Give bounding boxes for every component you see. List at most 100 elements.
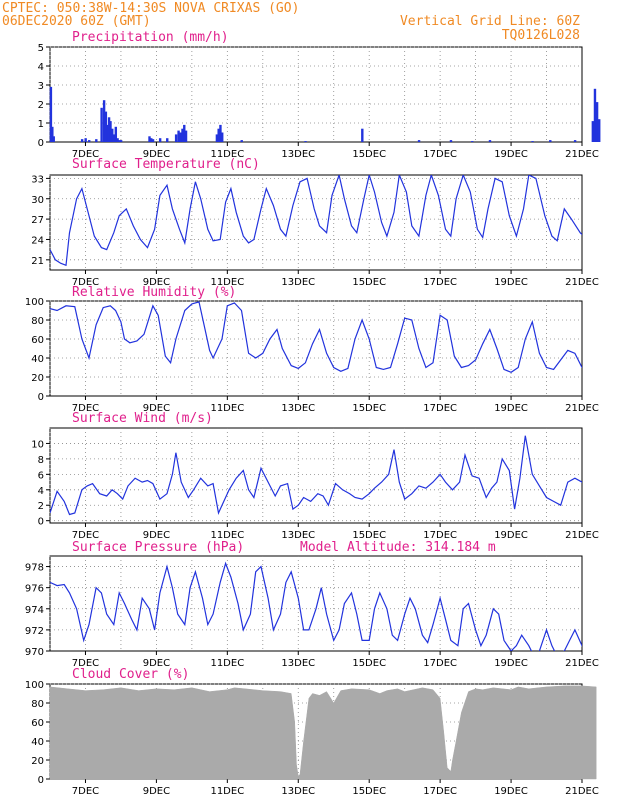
plot-temperature: 21 24 27 30 33 7DEC 9DEC 11DEC 13DEC 15DEC 17DEC 19… — [31, 174, 599, 288]
cloud-cover-xtick-label: 15DEC — [352, 786, 386, 797]
temperature-ytick-label: 27 — [31, 215, 44, 226]
plot-pressure: 970 972 974 976 978 7DEC 9DEC 11DEC 13DEC 15DEC 17… — [25, 555, 599, 669]
precipitation-bar — [114, 126, 118, 142]
humidity-ytick-label: 0 — [38, 392, 44, 403]
pressure-xtick-label: 17DEC — [423, 658, 457, 669]
precipitation-bar — [174, 134, 178, 142]
wind-ytick-label: 10 — [31, 439, 44, 450]
pressure-xtick-label: 11DEC — [210, 658, 244, 669]
precipitation-bar — [240, 140, 243, 142]
precipitation-bar — [179, 132, 182, 142]
model-altitude-label: Model Altitude: 314.184 m — [300, 540, 496, 555]
panel-humidity: Relative Humidity (%) — [72, 285, 236, 300]
wind-ytick-label: 8 — [38, 455, 44, 466]
precipitation-bar — [100, 107, 103, 142]
wind-title: Surface Wind (m/s) — [72, 411, 213, 426]
precipitation-xtick-label: 17DEC — [423, 149, 457, 160]
precipitation-ytick-label: 2 — [38, 100, 44, 111]
humidity-ytick-label: 80 — [31, 316, 44, 327]
precipitation-bar — [49, 86, 53, 142]
cloud-cover-title: Cloud Cover (%) — [72, 667, 189, 682]
precipitation-bar — [51, 126, 54, 142]
cloud-cover-xtick-label: 21DEC — [565, 786, 599, 797]
humidity-xtick-label: 11DEC — [210, 403, 244, 414]
precipitation-bar — [158, 138, 162, 142]
precipitation-bar — [488, 140, 492, 142]
precipitation-ytick-label: 5 — [38, 43, 44, 54]
plot-cloud-cover: 0 20 40 60 80 100 7DEC 9DEC 11DEC 13DEC 15DEC 17DEC… — [25, 680, 599, 797]
precipitation-bar — [549, 140, 552, 142]
precipitation-bar — [595, 102, 599, 142]
wind-xtick-label: 15DEC — [352, 530, 386, 541]
temperature-ytick-label: 33 — [31, 174, 44, 185]
precipitation-bar — [116, 138, 119, 142]
humidity-ytick-label: 20 — [31, 373, 44, 384]
cloud-cover-xtick-label: 7DEC — [72, 786, 99, 797]
humidity-ytick-label: 60 — [31, 335, 44, 346]
cloud-cover-xtick-label: 9DEC — [143, 786, 170, 797]
precipitation-title: Precipitation (mm/h) — [72, 30, 229, 45]
temperature-xtick-label: 13DEC — [281, 277, 315, 288]
humidity-xtick-label: 9DEC — [143, 403, 170, 414]
precipitation-bar — [183, 124, 186, 142]
humidity-xtick-label: 13DEC — [281, 403, 315, 414]
panel-precipitation: Precipitation (mm/h) — [72, 30, 229, 45]
humidity-xtick-label: 15DEC — [352, 403, 386, 414]
header: CPTEC: 050:38W-14:30S NOVA CRIXAS (GO) 0… — [2, 1, 580, 43]
precipitation-bar — [215, 134, 219, 142]
humidity-xtick-label: 7DEC — [72, 403, 99, 414]
precipitation-bar — [84, 138, 87, 142]
wind-xtick-label: 17DEC — [423, 530, 457, 541]
panel-temperature: Surface Temperature (nC) — [72, 157, 260, 172]
wind-xtick-label: 21DEC — [565, 530, 599, 541]
precipitation-bar — [598, 119, 601, 142]
pressure-ytick-label: 970 — [25, 647, 44, 658]
pressure-frame — [49, 555, 583, 652]
pressure-xtick-label: 13DEC — [281, 658, 315, 669]
precipitation-bar — [151, 139, 155, 142]
precipitation-ytick-label: 3 — [38, 81, 44, 92]
plot-wind: 0 2 4 6 8 10 7DEC 9DEC 11DEC 13DEC 15DEC 17DEC 19DEC… — [31, 427, 599, 541]
precipitation-bar — [80, 139, 84, 142]
precipitation-bar — [107, 117, 111, 142]
cloud-cover-ytick-label: 80 — [31, 699, 44, 710]
cloud-cover-ytick-label: 40 — [31, 737, 44, 748]
precipitation-bar — [148, 136, 151, 142]
wind-ytick-label: 6 — [38, 470, 44, 481]
precipitation-xtick-label: 15DEC — [352, 149, 386, 160]
precipitation-bar — [531, 141, 534, 142]
precipitation-bar — [111, 128, 114, 142]
precipitation-bar — [184, 130, 188, 142]
precipitation-bar — [181, 128, 184, 142]
temperature-ytick-label: 21 — [31, 256, 44, 267]
cloud-cover-ytick-label: 0 — [38, 775, 44, 786]
pressure-xtick-label: 19DEC — [494, 658, 528, 669]
temperature-ytick-label: 30 — [31, 195, 44, 206]
cloud-cover-xtick-label: 19DEC — [494, 786, 528, 797]
wind-frame — [49, 427, 583, 524]
humidity-frame — [49, 300, 583, 397]
humidity-ytick-label: 100 — [25, 297, 44, 308]
temperature-xtick-label: 17DEC — [423, 277, 457, 288]
header-model: TQ0126L028 — [502, 28, 580, 43]
precipitation-xtick-label: 21DEC — [565, 149, 599, 160]
wind-xtick-label: 13DEC — [281, 530, 315, 541]
panel-cloud-cover: Cloud Cover (%) — [72, 667, 189, 682]
precipitation-frame — [49, 46, 583, 143]
wind-ytick-label: 0 — [38, 517, 44, 528]
temperature-title: Surface Temperature (nC) — [72, 157, 260, 172]
cloud-cover-ytick-label: 60 — [31, 718, 44, 729]
temperature-xtick-label: 11DEC — [210, 277, 244, 288]
panel-pressure: Surface Pressure (hPa) Model Altitude: 3… — [72, 540, 496, 555]
temperature-xtick-label: 21DEC — [565, 277, 599, 288]
wind-xtick-label: 19DEC — [494, 530, 528, 541]
wind-xtick-label: 11DEC — [210, 530, 244, 541]
pressure-title: Surface Pressure (hPa) — [72, 540, 244, 555]
precipitation-xtick-label: 9DEC — [143, 149, 170, 160]
wind-ytick-label: 4 — [38, 486, 44, 497]
precipitation-ytick-label: 4 — [38, 62, 44, 73]
precipitation-bar — [112, 134, 116, 142]
precipitation-bar — [109, 121, 112, 142]
precipitation-bar — [118, 140, 121, 142]
pressure-ytick-label: 974 — [25, 605, 44, 616]
